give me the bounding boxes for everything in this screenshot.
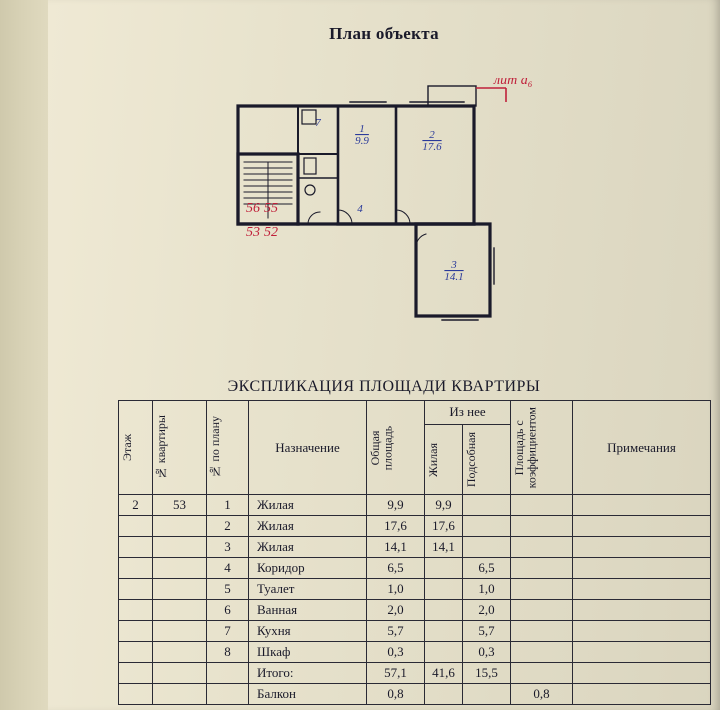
table-row: 8Шкаф0,30,3 [119, 642, 711, 663]
svg-text:7: 7 [315, 117, 321, 129]
table-header: Этаж № квартиры № по плану Назначение Об… [119, 401, 711, 495]
table-row: 4Коридор6,56,5 [119, 558, 711, 579]
table-row: 2531Жилая9,99,9 [119, 495, 711, 516]
table-row: Итого:57,141,615,5 [119, 663, 711, 684]
svg-text:9.9: 9.9 [355, 135, 369, 147]
col-of-it: Из нее [425, 401, 511, 425]
svg-text:14.1: 14.1 [444, 271, 463, 283]
table-row: 5Туалет1,01,0 [119, 579, 711, 600]
explication-table: Этаж № квартиры № по плану Назначение Об… [118, 400, 711, 705]
col-plan-no: № по плану [207, 410, 224, 485]
table-row: 6Ванная2,02,0 [119, 600, 711, 621]
cell-purpose: Туалет [249, 579, 367, 600]
svg-text:52: 52 [264, 225, 278, 240]
table-row: 7Кухня5,75,7 [119, 621, 711, 642]
table-row: 2Жилая17,617,6 [119, 516, 711, 537]
svg-text:53: 53 [246, 225, 260, 240]
cell-purpose: Коридор [249, 558, 367, 579]
cell-purpose: Кухня [249, 621, 367, 642]
col-floor: Этаж [119, 428, 136, 467]
page-title: План объекта [48, 24, 720, 44]
cell-purpose: Итого: [249, 663, 367, 684]
floor-plan-diagram: лит а₆ 7 1 9.9 2 17.6 4 3 14.1 56 55 53 … [210, 78, 540, 328]
document-page: План объекта [48, 0, 720, 710]
svg-text:4: 4 [357, 203, 363, 215]
table-body: 2531Жилая9,99,92Жилая17,617,63Жилая14,11… [119, 495, 711, 705]
col-notes: Примечания [573, 401, 711, 495]
svg-text:3: 3 [450, 259, 457, 271]
cell-purpose: Ванная [249, 600, 367, 621]
cell-purpose: Жилая [249, 537, 367, 558]
svg-text:17.6: 17.6 [422, 141, 442, 153]
svg-text:55: 55 [264, 201, 278, 216]
table-title: ЭКСПЛИКАЦИЯ ПЛОЩАДИ КВАРТИРЫ [48, 378, 720, 396]
col-total-area: Общая площадь [367, 401, 396, 494]
cell-purpose: Жилая [249, 516, 367, 537]
col-coef: Площадь с коэффициентом [511, 401, 540, 494]
col-purpose: Назначение [249, 401, 367, 495]
handwritten-note: лит а₆ [493, 78, 533, 88]
table-row: 3Жилая14,114,1 [119, 537, 711, 558]
col-aux: Подсобная [463, 426, 480, 493]
cell-purpose: Балкон [249, 684, 367, 705]
col-living: Жилая [425, 437, 442, 483]
cell-purpose: Шкаф [249, 642, 367, 663]
table-row: Балкон0,80,8 [119, 684, 711, 705]
col-apt-no: № квартиры [153, 409, 170, 486]
svg-text:1: 1 [359, 123, 365, 135]
cell-purpose: Жилая [249, 495, 367, 516]
svg-text:56: 56 [246, 201, 260, 216]
svg-text:2: 2 [429, 129, 435, 141]
